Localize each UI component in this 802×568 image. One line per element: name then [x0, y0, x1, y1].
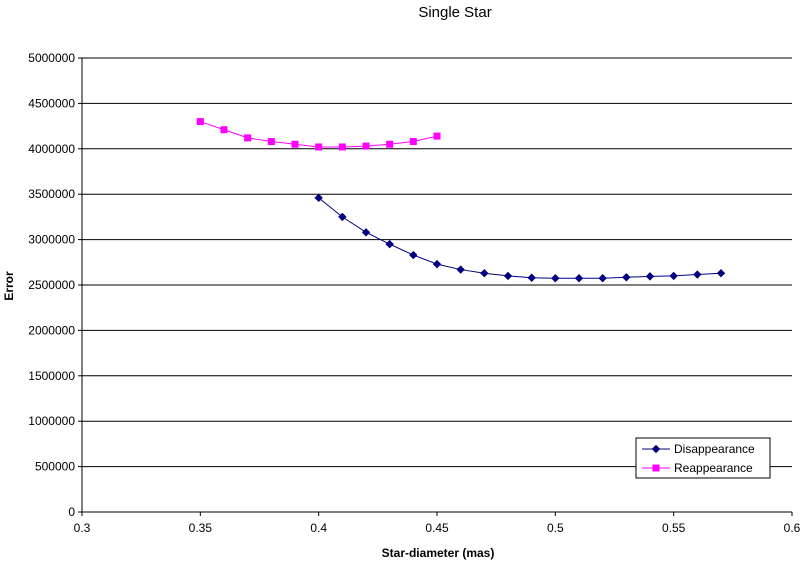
data-point-disappearance — [409, 250, 418, 260]
data-point-disappearance — [503, 271, 513, 281]
y-tick-label: 5000000 — [28, 51, 75, 65]
legend: Disappearance Reappearance — [635, 437, 771, 479]
data-point-disappearance — [338, 212, 347, 222]
data-point-disappearance — [361, 228, 371, 237]
y-axis-title: Error — [2, 271, 16, 301]
y-tick-label: 2000000 — [28, 323, 75, 337]
data-point-reappearance — [315, 143, 323, 151]
x-tick-label: 0.4 — [310, 521, 327, 535]
data-point-disappearance — [645, 272, 655, 281]
data-point-disappearance — [622, 273, 631, 282]
series-layer — [196, 118, 726, 283]
x-tick-label: 0.3 — [74, 521, 91, 535]
data-point-reappearance — [386, 140, 394, 148]
y-tick-label: 3500000 — [28, 187, 75, 201]
data-point-disappearance — [574, 273, 584, 283]
x-tick-labels: 0.3 0.35 0.4 0.45 0.5 0.55 0.6 — [74, 521, 801, 535]
x-tick-label: 0.55 — [662, 521, 686, 535]
data-point-reappearance — [291, 140, 299, 148]
data-point-reappearance — [244, 134, 252, 142]
data-point-reappearance — [267, 138, 275, 146]
axes — [78, 57, 793, 516]
data-point-disappearance — [432, 259, 442, 269]
y-tick-label: 500000 — [35, 460, 75, 474]
data-point-disappearance — [314, 193, 323, 203]
x-axis-title: Star-diameter (mas) — [382, 546, 495, 560]
data-point-disappearance — [693, 270, 702, 279]
y-tick-label: 2500000 — [28, 278, 75, 292]
data-point-reappearance — [409, 138, 417, 146]
grid-lines — [82, 57, 792, 468]
data-point-disappearance — [527, 273, 536, 282]
y-tick-label: 0 — [68, 505, 75, 519]
data-point-reappearance — [196, 118, 204, 126]
data-point-disappearance — [480, 268, 489, 278]
data-point-disappearance — [716, 268, 726, 278]
legend-label-reappearance: Reappearance — [674, 461, 753, 475]
x-tick-label: 0.35 — [189, 521, 213, 535]
legend-marker-disappearance — [651, 444, 661, 454]
data-point-reappearance — [433, 132, 441, 140]
x-tick-label: 0.45 — [425, 521, 449, 535]
y-tick-label: 4000000 — [28, 142, 75, 156]
x-tick-label: 0.5 — [547, 521, 564, 535]
data-point-disappearance — [385, 239, 394, 249]
series-line-reappearance — [200, 121, 438, 148]
x-tick-label: 0.6 — [784, 521, 801, 535]
data-point-reappearance — [362, 142, 370, 150]
data-point-disappearance — [456, 265, 465, 274]
series-line-disappearance — [318, 197, 722, 279]
legend-label-disappearance: Disappearance — [674, 442, 755, 456]
y-tick-label: 3000000 — [28, 233, 75, 247]
y-tick-label: 1500000 — [28, 369, 75, 383]
chart-title: Single Star — [418, 4, 491, 21]
data-point-disappearance — [551, 273, 560, 283]
data-point-disappearance — [598, 273, 607, 283]
y-tick-label: 1000000 — [28, 414, 75, 428]
data-point-reappearance — [220, 126, 228, 134]
legend-marker-reappearance — [652, 464, 660, 472]
y-tick-labels: 0 500000 1000000 1500000 2000000 2500000 30000… — [28, 51, 75, 519]
data-point-disappearance — [669, 271, 678, 281]
data-point-reappearance — [338, 143, 346, 151]
y-tick-label: 4500000 — [28, 96, 75, 110]
